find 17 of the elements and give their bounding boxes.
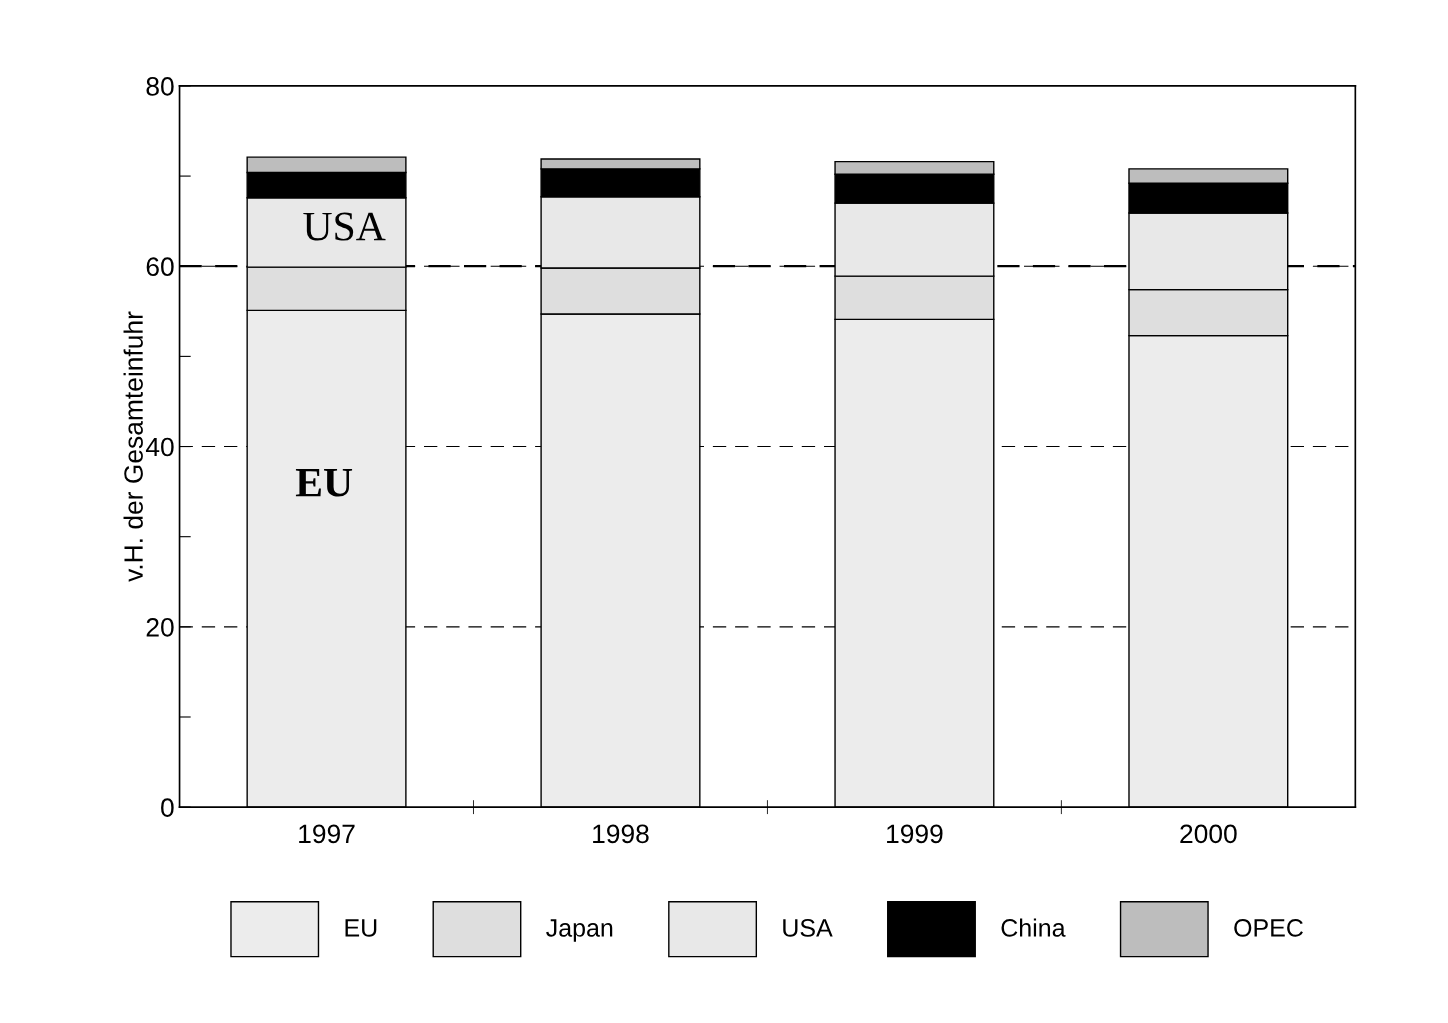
x-tick-label: 2000 [1180, 824, 1237, 844]
x-tick-label: 1998 [593, 824, 649, 844]
y-axis-title: v.H. der Gesamteinfuhr [123, 311, 143, 582]
annotation: USA [303, 212, 386, 241]
annotation: EU [295, 468, 353, 497]
y-tick-label: 40 [145, 437, 174, 457]
legend-label: OPEC [1234, 919, 1303, 937]
y-tick-label: 60 [146, 257, 174, 277]
y-tick-label: 80 [146, 77, 174, 96]
x-tick-label: 1997 [299, 824, 355, 844]
legend-label: USA [783, 919, 833, 937]
x-tick-label: 1999 [887, 824, 943, 844]
legend-label: Japan [546, 919, 613, 942]
y-tick-label: 0 [161, 798, 174, 817]
y-tick-label: 20 [146, 617, 174, 637]
legend-label: EU [345, 919, 377, 937]
legend-label: China [1001, 918, 1066, 937]
